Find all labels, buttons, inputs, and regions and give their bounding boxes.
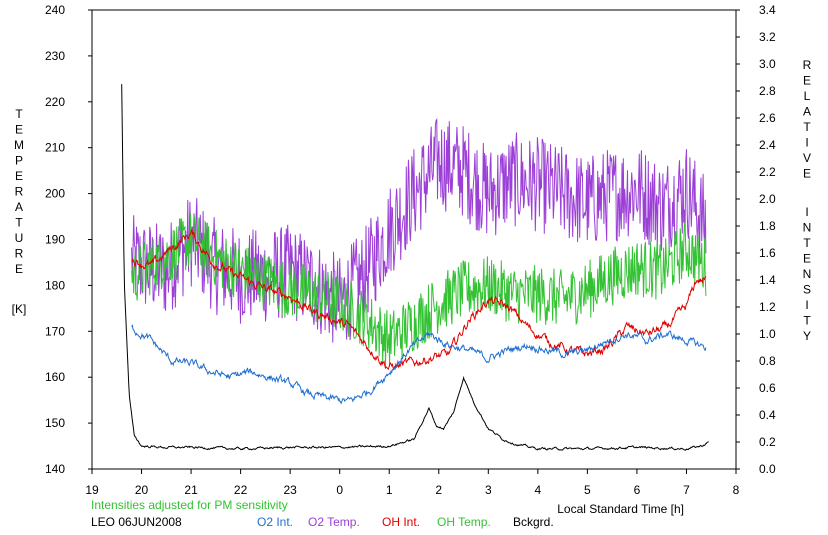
y-left-label-letter: T [15, 107, 23, 121]
y-right-label-letter: I [805, 205, 808, 219]
tick-layer: 1401501601701801902002102202302400.00.20… [45, 3, 776, 497]
legend-item-oh-int: OH Int. [382, 515, 420, 529]
y-right-tick-label: 3.2 [759, 30, 776, 44]
x-tick-label: 20 [135, 483, 149, 497]
series-layer [121, 84, 709, 451]
y-right-tick-label: 2.8 [759, 84, 776, 98]
y-left-tick-label: 190 [45, 233, 65, 247]
legend: O2 Int. O2 Temp. OH Int. OH Temp. Bckgrd. [257, 515, 554, 529]
y-right-label-letter: E [803, 74, 811, 88]
y-right-tick-label: 0.4 [759, 408, 776, 422]
y-left-label-letter: R [15, 185, 24, 199]
y-right-tick-label: 1.2 [759, 300, 776, 314]
y-right-label-letter: E [803, 252, 811, 266]
y-right-tick-label: 0.6 [759, 381, 776, 395]
y-left-label-letter: R [15, 247, 24, 261]
series-line-o2-int [131, 324, 707, 405]
y-right-tick-label: 3.0 [759, 57, 776, 71]
y-right-tick-label: 1.8 [759, 219, 776, 233]
station-label: LEO 06JUN2008 [91, 515, 182, 529]
y-right-label-letter: N [803, 267, 812, 281]
series-line-oh-temp [131, 213, 707, 367]
x-tick-label: 4 [535, 483, 542, 497]
y-right-label-letter: R [803, 58, 812, 72]
y-left-tick-label: 170 [45, 324, 65, 338]
x-tick-label: 8 [733, 483, 740, 497]
y-right-tick-label: 1.6 [759, 246, 776, 260]
series-line-oh-int [131, 228, 707, 371]
y-right-tick-label: 2.4 [759, 138, 776, 152]
y-right-tick-label: 2.2 [759, 165, 776, 179]
legend-item-o2-int: O2 Int. [257, 515, 293, 529]
y-right-label-letter: A [803, 105, 811, 119]
series-line-o2-temp [131, 118, 707, 343]
y-right-label-letter: T [803, 314, 811, 328]
y-right-tick-label: 2.6 [759, 111, 776, 125]
x-tick-label: 21 [184, 483, 198, 497]
y-left-tick-label: 160 [45, 370, 65, 384]
y-right-label-letter: T [803, 120, 811, 134]
y-left-tick-label: 200 [45, 187, 65, 201]
x-tick-label: 23 [283, 483, 297, 497]
y-left-label-letter: P [15, 154, 23, 168]
series-line-bckgrd [121, 84, 709, 451]
y-right-label-letter: Y [803, 329, 811, 343]
y-left-tick-label: 150 [45, 416, 65, 430]
y-right-label-letter: N [803, 221, 812, 235]
y-right-label-letter: E [803, 167, 811, 181]
y-right-label-letter: I [805, 298, 808, 312]
y-left-tick-label: 240 [45, 3, 65, 17]
y-left-tick-label: 230 [45, 49, 65, 63]
y-right-tick-label: 2.0 [759, 192, 776, 206]
y-right-tick-label: 0.2 [759, 435, 776, 449]
y-right-label-letter: T [803, 236, 811, 250]
y-right-tick-label: 0.8 [759, 354, 776, 368]
y-left-label-letter: U [15, 231, 24, 245]
legend-item-o2-temp: O2 Temp. [308, 515, 360, 529]
y-left-label-letter: M [14, 138, 24, 152]
y-left-label-letter: E [15, 262, 23, 276]
y-left-label-letter: E [15, 169, 23, 183]
x-tick-label: 0 [336, 483, 343, 497]
y-right-label-letter: I [805, 136, 808, 150]
x-tick-label: 1 [386, 483, 393, 497]
x-tick-label: 19 [85, 483, 99, 497]
y-axis-left-unit: [K] [12, 302, 27, 316]
y-left-tick-label: 220 [45, 95, 65, 109]
y-right-label-letter: L [804, 89, 811, 103]
legend-item-bckgrd: Bckgrd. [513, 515, 554, 529]
y-left-tick-label: 210 [45, 141, 65, 155]
chart-note: Intensities adjusted for PM sensitivity [91, 498, 288, 512]
x-tick-label: 7 [683, 483, 690, 497]
y-left-label-letter: T [15, 216, 23, 230]
y-right-tick-label: 3.4 [759, 3, 776, 17]
y-left-label-letter: A [15, 200, 23, 214]
y-right-tick-label: 0.0 [759, 462, 776, 476]
legend-item-oh-temp: OH Temp. [437, 515, 491, 529]
x-tick-label: 22 [234, 483, 248, 497]
y-right-label-letter: V [803, 151, 811, 165]
y-right-tick-label: 1.4 [759, 273, 776, 287]
x-axis-label: Local Standard Time [h] [557, 502, 684, 516]
y-right-tick-label: 1.0 [759, 327, 776, 341]
x-tick-label: 5 [584, 483, 591, 497]
y-right-label-letter: S [803, 283, 811, 297]
y-left-label-letter: E [15, 123, 23, 137]
y-left-tick-label: 140 [45, 462, 65, 476]
x-tick-label: 2 [435, 483, 442, 497]
x-tick-label: 6 [634, 483, 641, 497]
y-left-tick-label: 180 [45, 278, 65, 292]
x-tick-label: 3 [485, 483, 492, 497]
